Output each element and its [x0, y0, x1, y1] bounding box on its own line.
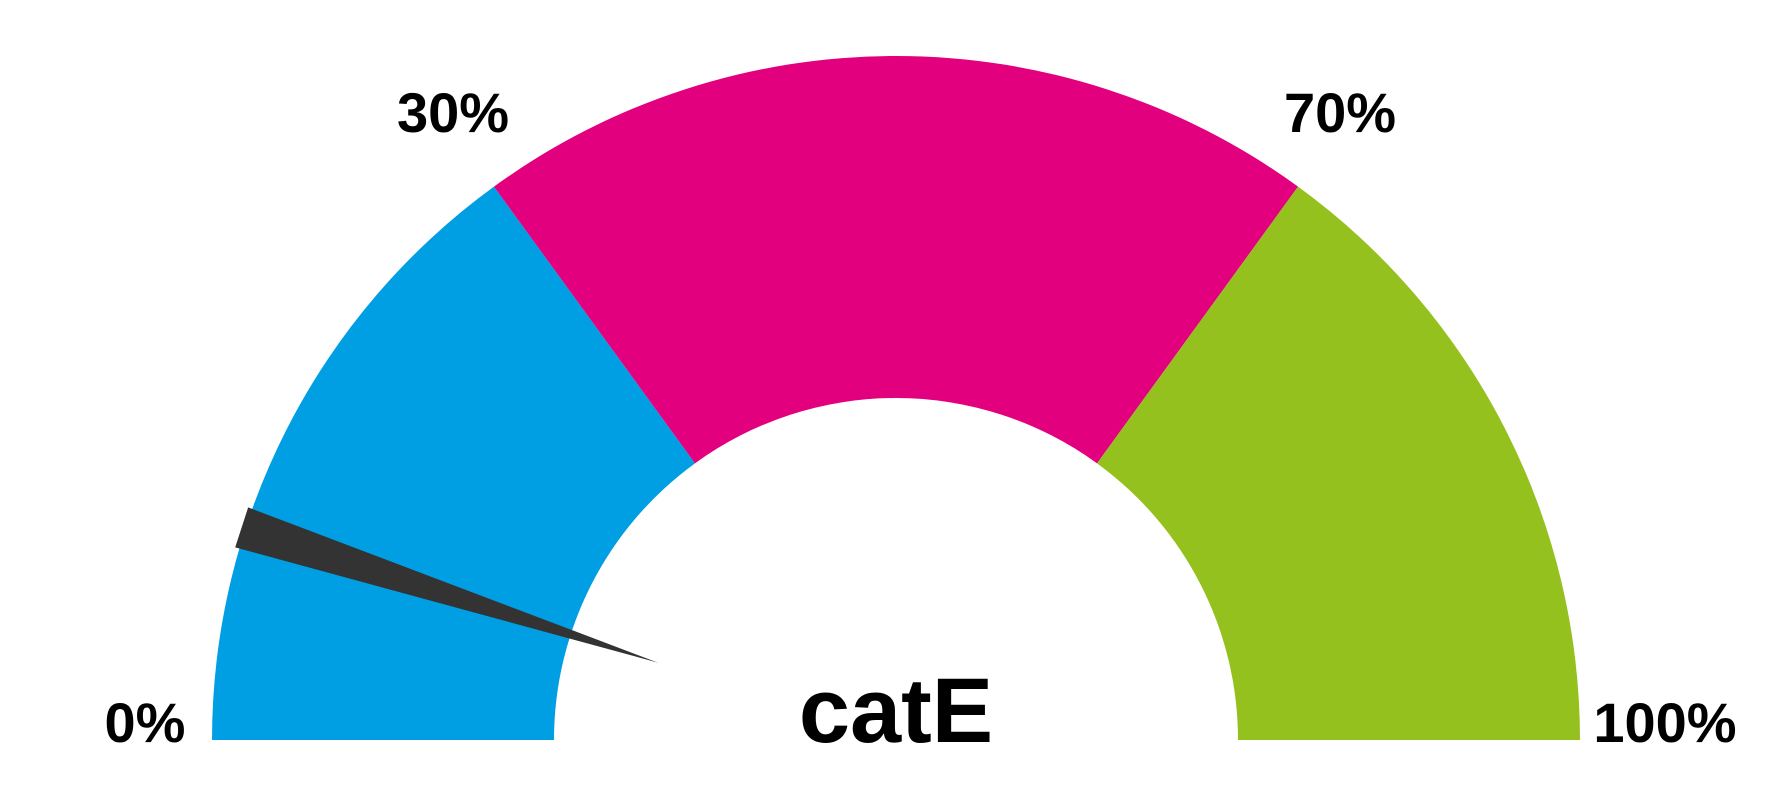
gauge-band-1 — [212, 186, 695, 740]
gauge-tick-labels: 0% 30% 70% 100% — [105, 81, 1737, 754]
tick-label-100: 100% — [1593, 691, 1736, 754]
gauge-band-2 — [493, 55, 1299, 464]
tick-label-0: 0% — [105, 691, 186, 754]
gauge-category-label: catE — [799, 660, 993, 762]
gauge-needle — [235, 507, 659, 663]
tick-label-30: 30% — [397, 81, 509, 144]
tick-label-70: 70% — [1284, 81, 1396, 144]
gauge-band-3 — [1097, 186, 1580, 740]
gauge-needle-layer — [235, 507, 659, 663]
gauge-bands — [212, 55, 1580, 740]
